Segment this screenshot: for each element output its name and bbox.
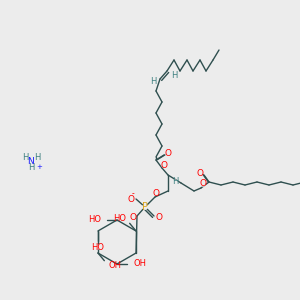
Circle shape	[130, 262, 136, 266]
Circle shape	[142, 204, 148, 210]
Circle shape	[130, 215, 136, 221]
Circle shape	[128, 196, 134, 202]
Text: H: H	[22, 152, 28, 161]
Circle shape	[37, 165, 41, 169]
Circle shape	[200, 181, 206, 187]
Text: -: -	[132, 190, 134, 199]
Circle shape	[153, 190, 159, 196]
Text: O: O	[130, 214, 136, 223]
Text: OH: OH	[108, 261, 121, 270]
Text: H: H	[171, 70, 177, 80]
Circle shape	[165, 151, 171, 157]
Text: O: O	[196, 169, 203, 178]
Text: P: P	[142, 202, 148, 212]
Text: H: H	[28, 164, 34, 172]
Text: H: H	[150, 76, 156, 85]
Text: O: O	[128, 194, 134, 203]
Circle shape	[28, 159, 34, 165]
Circle shape	[131, 192, 135, 196]
Circle shape	[22, 154, 28, 160]
Circle shape	[172, 73, 176, 77]
Text: O: O	[200, 179, 206, 188]
Circle shape	[161, 162, 167, 168]
Text: N: N	[28, 158, 34, 166]
Text: O: O	[152, 188, 160, 197]
Text: H: H	[34, 152, 40, 161]
Text: OH: OH	[133, 260, 146, 268]
Circle shape	[34, 154, 40, 160]
Circle shape	[172, 179, 178, 184]
Circle shape	[151, 79, 155, 83]
Text: H: H	[172, 178, 178, 187]
Circle shape	[123, 216, 128, 221]
Text: O: O	[160, 160, 167, 169]
Circle shape	[95, 244, 101, 250]
Circle shape	[106, 263, 111, 268]
Circle shape	[156, 215, 162, 221]
Text: O: O	[164, 149, 172, 158]
Circle shape	[197, 170, 203, 176]
Circle shape	[28, 166, 34, 170]
Text: HO: HO	[88, 215, 101, 224]
Text: +: +	[36, 164, 42, 170]
Text: HO: HO	[92, 242, 104, 251]
Circle shape	[98, 218, 104, 223]
Text: O: O	[155, 214, 163, 223]
Text: HO: HO	[113, 214, 126, 223]
